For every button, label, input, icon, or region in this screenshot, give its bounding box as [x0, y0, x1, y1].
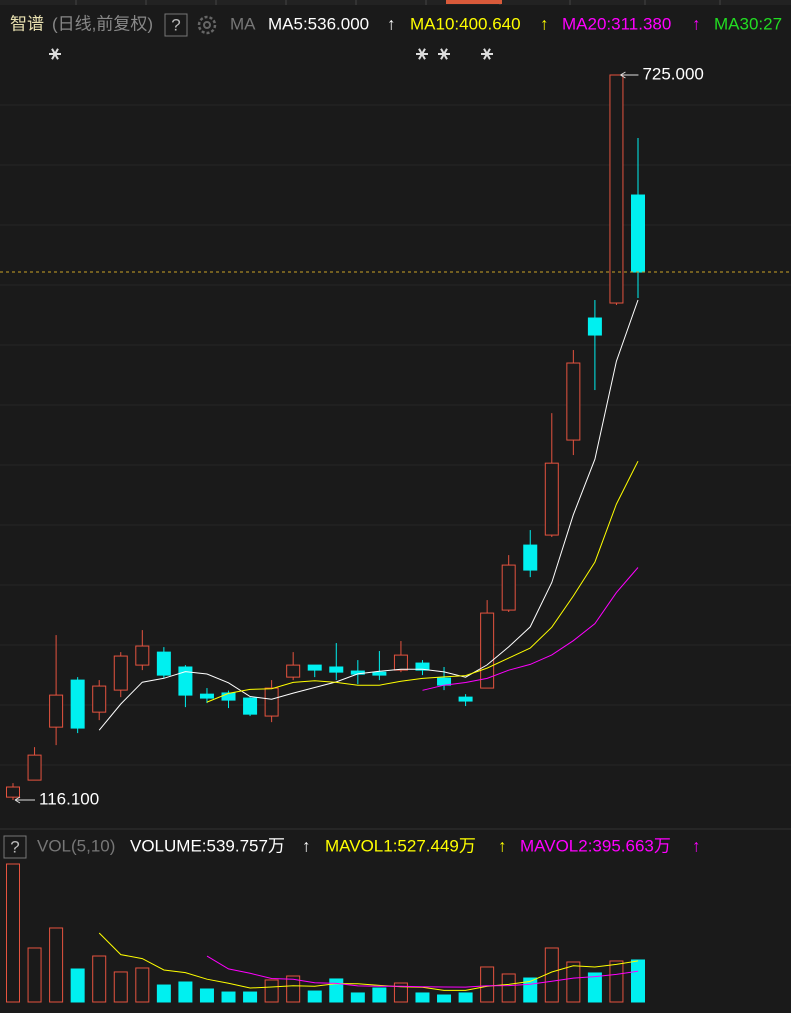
- volume-arrow: ↑: [302, 836, 311, 855]
- candle-body: [501, 564, 516, 611]
- candle-body: [243, 697, 258, 715]
- candle-body: [587, 317, 602, 336]
- volume-bar: [437, 994, 452, 1003]
- candle-body: [458, 696, 473, 702]
- volume-bar: [566, 961, 581, 1003]
- ma-arrow: ↑: [387, 14, 396, 33]
- volume-bar: [27, 947, 42, 1003]
- candle-body: [135, 645, 150, 666]
- candle-body: [523, 544, 538, 571]
- candle-body: [372, 671, 387, 676]
- candle-body: [221, 692, 236, 701]
- high-label: 725.000: [642, 64, 703, 83]
- candle-body: [415, 662, 430, 671]
- volume-bar: [135, 967, 150, 1003]
- volume-bar: [458, 992, 473, 1003]
- volume-bar: [350, 992, 365, 1003]
- ma-line: [206, 460, 639, 703]
- volume-bar: [480, 966, 495, 1003]
- help-box[interactable]: [3, 835, 27, 859]
- volume-bar: [92, 955, 107, 1003]
- ma-readout: MA20:311.380: [562, 14, 671, 33]
- volume-bar: [307, 990, 322, 1003]
- indicator: VOL(5,10): [37, 836, 115, 855]
- volume-bar: [631, 959, 645, 1003]
- volume-bar: [221, 991, 236, 1003]
- candle-body: [264, 687, 279, 717]
- candle-body: [307, 664, 322, 671]
- candle-body: [544, 462, 559, 536]
- candle-body: [286, 664, 301, 678]
- tab-strip: [0, 0, 791, 5]
- ma-arrow: ↑: [540, 14, 549, 33]
- ma-arrow: ↑: [692, 14, 701, 33]
- ma-line: [98, 299, 639, 731]
- mavol-arrow: ↑: [498, 836, 507, 855]
- volume-bar: [6, 863, 20, 1003]
- volume-readout: VOLUME:539.757万: [130, 836, 285, 855]
- mavol-readout: MAVOL1:527.449万: [325, 836, 476, 855]
- volume-bar: [501, 973, 516, 1003]
- volume-bar: [393, 982, 408, 1003]
- volume-bar: [70, 968, 85, 1003]
- volume-bar: [264, 979, 279, 1003]
- high-arrow: [620, 71, 639, 79]
- volume-bar: [49, 927, 64, 1003]
- volume-bar: [329, 978, 344, 1003]
- candle-body: [27, 754, 42, 781]
- volume-bar: [286, 975, 301, 1003]
- help[interactable]: ?: [171, 15, 180, 34]
- ma-line: [422, 567, 639, 691]
- mavol-arrow: ↑: [692, 836, 701, 855]
- candle-body: [609, 74, 624, 304]
- volume-bar: [609, 960, 624, 1003]
- volume-bar: [415, 992, 430, 1003]
- candle-body: [49, 694, 64, 728]
- help[interactable]: ?: [10, 837, 19, 856]
- help-box[interactable]: [164, 13, 188, 37]
- ma-readout: MA5:536.000: [268, 14, 369, 33]
- candle-body: [113, 655, 128, 691]
- candle-body: [70, 679, 85, 729]
- low-label: 116.100: [39, 789, 99, 808]
- ma-line: [98, 932, 639, 991]
- candle-body: [6, 786, 20, 798]
- volume-bar: [156, 984, 171, 1003]
- candle-body: [199, 693, 214, 699]
- indicator: MA: [230, 14, 256, 33]
- stock-name: 智谱: [10, 14, 44, 33]
- candle-body: [631, 194, 645, 273]
- volume-bar: [199, 988, 214, 1003]
- candle-body: [329, 666, 344, 673]
- volume-bar: [372, 987, 387, 1003]
- low-arrow: [14, 796, 35, 804]
- candle-body: [178, 666, 193, 696]
- settings-icon[interactable]: [197, 15, 217, 35]
- candle-body: [393, 654, 408, 671]
- volume-bar: [587, 972, 602, 1003]
- volume-bar: [113, 971, 128, 1003]
- candle-body: [92, 685, 107, 713]
- ma-line: [206, 955, 639, 988]
- volume-bar: [544, 947, 559, 1003]
- volume-bar: [243, 991, 258, 1003]
- ma-readout: MA30:27: [714, 14, 782, 33]
- mavol-readout: MAVOL2:395.663万: [520, 836, 671, 855]
- volume-bar: [178, 981, 193, 1003]
- ma-readout: MA10:400.640: [410, 14, 521, 33]
- candle-body: [566, 362, 581, 441]
- subtitle: (日线,前复权): [52, 14, 153, 33]
- candle-body: [437, 677, 452, 686]
- candle-body: [156, 651, 171, 676]
